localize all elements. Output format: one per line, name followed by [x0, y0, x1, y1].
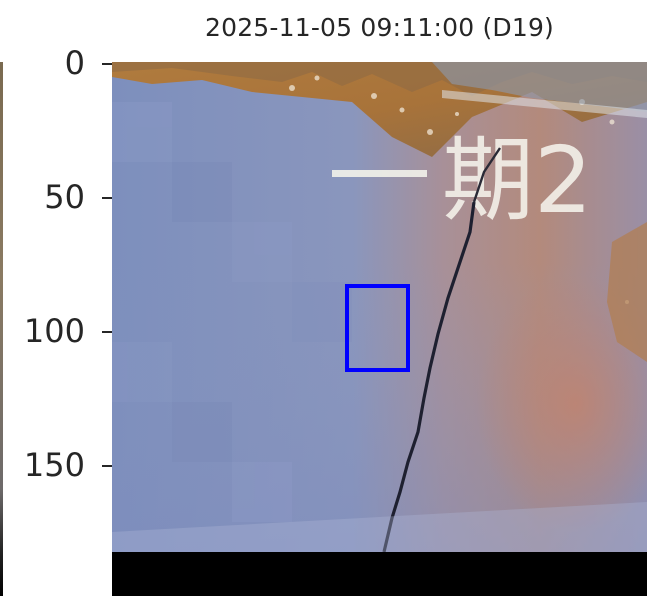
highlight-box: [345, 284, 410, 372]
y-tick-label-50: 50: [44, 178, 85, 216]
figure-title: 2025-11-05 09:11:00 (D19): [204, 13, 555, 42]
adjacent-image-edge: [0, 62, 3, 596]
y-tick-150: [102, 465, 112, 467]
y-tick-label-0: 0: [64, 44, 85, 82]
y-tick-label-150: 150: [23, 446, 85, 484]
y-tick-100: [102, 331, 112, 333]
wall-text: 期2: [442, 127, 593, 234]
y-tick-0: [102, 63, 112, 65]
y-tick-50: [102, 197, 112, 199]
y-tick-label-100: 100: [23, 312, 85, 350]
camera-image: 期2: [112, 62, 647, 596]
